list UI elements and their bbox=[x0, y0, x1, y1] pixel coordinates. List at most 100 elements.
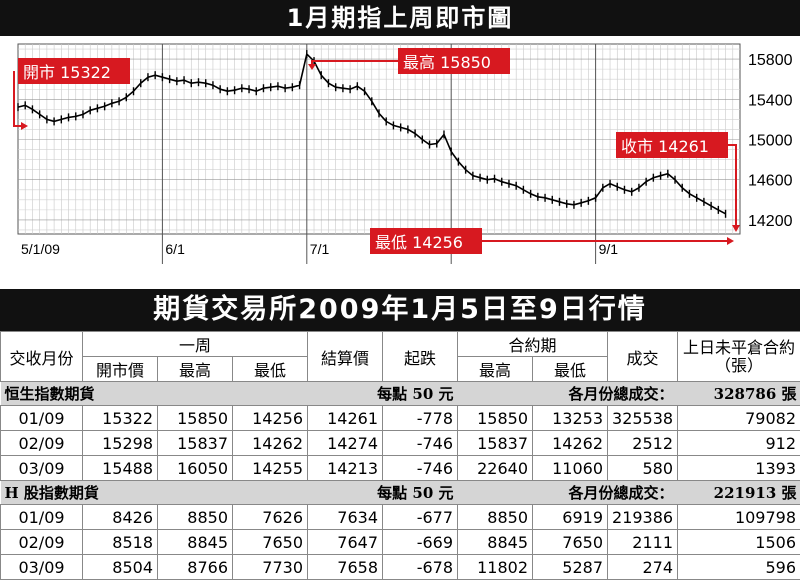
header-change: 起跌 bbox=[382, 331, 458, 382]
table-cell: 8766 bbox=[157, 554, 233, 580]
table-cell: 8845 bbox=[157, 529, 233, 555]
table-row: 02/09 8518 8845 7650 7647 -669 8845 7650 2111 150… bbox=[0, 529, 800, 555]
table-cell: 7634 bbox=[307, 504, 383, 530]
table-cell: 8426 bbox=[82, 504, 158, 530]
header-settle: 結算價 bbox=[307, 331, 383, 382]
table-cell: 14256 bbox=[232, 405, 308, 431]
table-cell: 15850 bbox=[157, 405, 233, 431]
table-cell: 02/09 bbox=[0, 430, 83, 456]
y-tick-label: 15400 bbox=[748, 92, 793, 109]
open-annotation-label: 開市 15322 bbox=[23, 63, 111, 82]
table-row: 03/09 8504 8766 7730 7658 -678 11802 5287 274 596 bbox=[0, 554, 800, 580]
x-tick-label: 7/1 bbox=[310, 241, 330, 257]
y-tick-label: 14600 bbox=[748, 173, 793, 190]
group-name: 恒生指數期貨 bbox=[0, 381, 308, 406]
group-total: 328786 張 bbox=[677, 381, 800, 406]
table-cell: 14213 bbox=[307, 455, 383, 481]
table-cell: 1393 bbox=[677, 455, 800, 481]
table-cell: 01/09 bbox=[0, 405, 83, 431]
y-tick-label: 15800 bbox=[748, 52, 793, 69]
header-open-interest: 上日未平倉合約（張） bbox=[677, 331, 800, 382]
table-cell: 596 bbox=[677, 554, 800, 580]
table-cell: -669 bbox=[382, 529, 458, 555]
table-cell: 6919 bbox=[531, 504, 609, 530]
close-arrow bbox=[728, 144, 737, 226]
table-cell: 7647 bbox=[307, 529, 383, 555]
table-cell: 109798 bbox=[677, 504, 800, 530]
table-cell: 219386 bbox=[607, 504, 679, 530]
table-cell: 14262 bbox=[232, 430, 308, 456]
header-open: 開市價 bbox=[82, 356, 158, 382]
chart-title: 1月期指上周即市圖 bbox=[0, 0, 800, 36]
table-cell: -678 bbox=[382, 554, 458, 580]
table-row: 03/09 15488 16050 14255 14213 -746 22640 11060 5… bbox=[0, 455, 800, 481]
table-cell: 15488 bbox=[82, 455, 158, 481]
y-tick-label: 14200 bbox=[748, 213, 793, 230]
y-tick-label: 15000 bbox=[748, 133, 793, 150]
table-cell: -677 bbox=[382, 504, 458, 530]
table-cell: 8850 bbox=[157, 504, 233, 530]
group-name: H 股指數期貨 bbox=[0, 480, 308, 505]
market-table: 交收月份 一周 結算價 起跌 合約期 成交 上日未平倉合約（張） 開市價 最高 … bbox=[0, 331, 800, 580]
x-tick-label: 9/1 bbox=[599, 241, 619, 257]
header-volume: 成交 bbox=[607, 331, 679, 382]
table-cell: 79082 bbox=[677, 405, 800, 431]
table-cell: 912 bbox=[677, 430, 800, 456]
table-cell: 16050 bbox=[157, 455, 233, 481]
close-annotation-box bbox=[616, 132, 728, 158]
table-cell: 14255 bbox=[232, 455, 308, 481]
table-cell: 15837 bbox=[157, 430, 233, 456]
table-cell: 03/09 bbox=[0, 455, 83, 481]
table-cell: 11802 bbox=[457, 554, 533, 580]
group-row: H 股指數期貨 每點 50 元各月份總成交： 221913 張 bbox=[0, 480, 800, 505]
table-cell: 01/09 bbox=[0, 504, 83, 530]
table-cell: 5287 bbox=[531, 554, 609, 580]
table-cell: 7626 bbox=[232, 504, 308, 530]
open-arrowhead bbox=[21, 122, 28, 130]
table-cell: -746 bbox=[382, 430, 458, 456]
table-cell: 22640 bbox=[457, 455, 533, 481]
table-title: 期貨交易所2009年1月5日至9日行情 bbox=[0, 289, 800, 331]
group-total-label: 各月份總成交： bbox=[457, 480, 678, 505]
price-chart: 14200146001500015400158005/1/096/17/18/1… bbox=[13, 43, 793, 264]
table-cell: 14261 bbox=[307, 405, 383, 431]
table-cell: 274 bbox=[607, 554, 679, 580]
table-cell: 14262 bbox=[531, 430, 609, 456]
table-cell: 8518 bbox=[82, 529, 158, 555]
header-month: 交收月份 bbox=[0, 331, 83, 382]
table-cell: -746 bbox=[382, 455, 458, 481]
header-low: 最低 bbox=[232, 356, 308, 382]
group-point-value: 每點 50 元 bbox=[307, 480, 458, 505]
low-annotation-box bbox=[370, 228, 482, 254]
open-annotation-box bbox=[18, 58, 130, 84]
high-arrowhead bbox=[308, 64, 316, 70]
table-cell: 15850 bbox=[457, 405, 533, 431]
low-annotation-label: 最低 14256 bbox=[375, 233, 463, 252]
table-cell: 2512 bbox=[607, 430, 679, 456]
close-annotation-label: 收市 14261 bbox=[621, 137, 709, 156]
header-week: 一周 bbox=[82, 331, 308, 357]
header-high: 最高 bbox=[157, 356, 233, 382]
table-cell: 580 bbox=[607, 455, 679, 481]
table-cell: 8845 bbox=[457, 529, 533, 555]
group-row: 恒生指數期貨 每點 50 元各月份總成交： 328786 張 bbox=[0, 381, 800, 406]
table-row: 01/09 15322 15850 14256 14261 -778 15850 13253 3… bbox=[0, 405, 800, 431]
table-cell: 7658 bbox=[307, 554, 383, 580]
high-annotation-label: 最高 15850 bbox=[403, 53, 491, 72]
table-row: 02/09 15298 15837 14262 14274 -746 15837 14262 2… bbox=[0, 430, 800, 456]
header-contract: 合約期 bbox=[456, 331, 609, 357]
open-arrow bbox=[13, 71, 24, 127]
table-cell: 15837 bbox=[457, 430, 533, 456]
low-arrowhead bbox=[727, 237, 734, 245]
table-cell: 11060 bbox=[531, 455, 609, 481]
close-arrowhead bbox=[732, 225, 740, 232]
group-total: 221913 張 bbox=[677, 480, 800, 505]
table-cell: 15322 bbox=[82, 405, 158, 431]
table-cell: 2111 bbox=[607, 529, 679, 555]
table-cell: 14274 bbox=[307, 430, 383, 456]
table-cell: 7650 bbox=[232, 529, 308, 555]
table-cell: 1506 bbox=[677, 529, 800, 555]
table-cell: 15298 bbox=[82, 430, 158, 456]
header-contract-high: 最高 bbox=[457, 356, 533, 382]
high-annotation-box bbox=[398, 48, 510, 74]
